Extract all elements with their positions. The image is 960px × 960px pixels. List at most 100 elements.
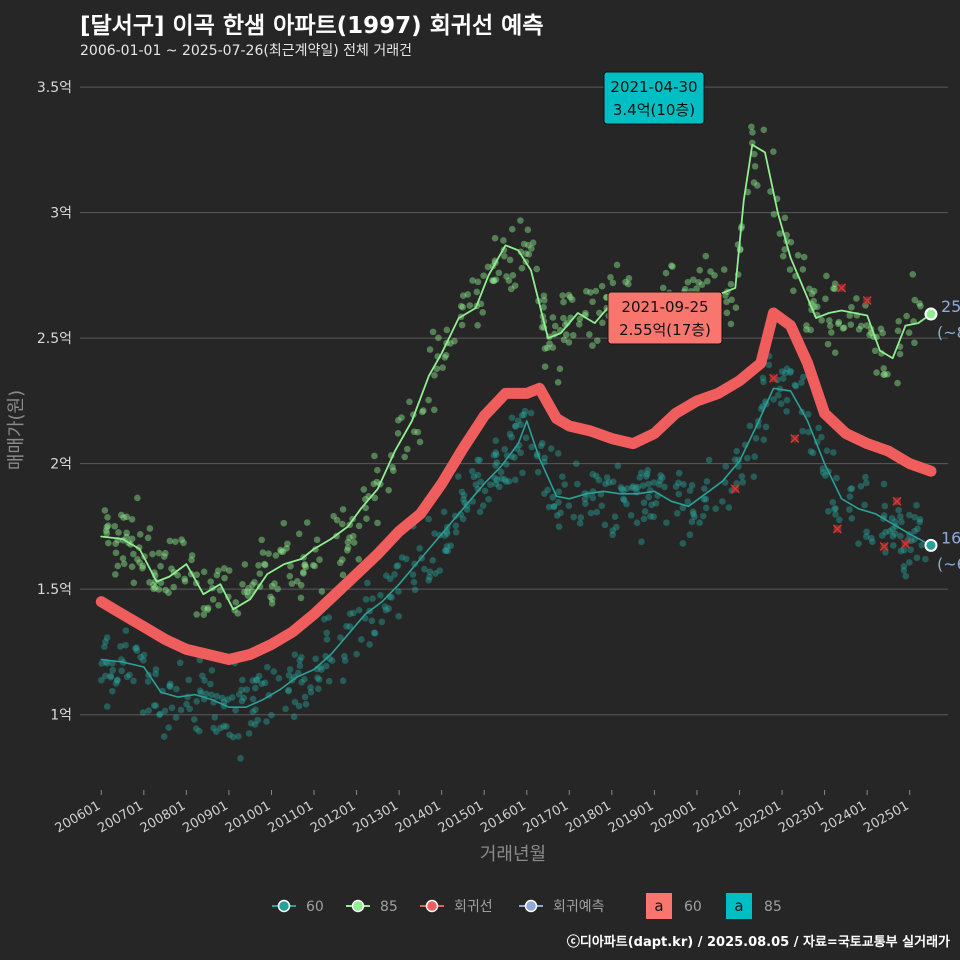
x-tick-label: 200901 — [180, 798, 230, 836]
scatter-point — [146, 578, 153, 586]
scatter-point — [551, 322, 559, 330]
scatter-point — [492, 449, 500, 456]
legend-fill-key — [726, 893, 752, 919]
scatter-point — [765, 361, 773, 369]
series-line-60 — [100, 387, 932, 708]
scatter-point — [307, 684, 314, 691]
scatter-point — [922, 555, 929, 563]
scatter-point — [662, 269, 670, 277]
scatter-point — [381, 603, 389, 610]
scatter-point — [540, 304, 547, 311]
scatter-point — [787, 367, 795, 375]
scatter-point — [457, 302, 465, 310]
scatter-point — [719, 498, 726, 505]
scatter-point — [493, 459, 501, 466]
x-tick-label: 201001 — [223, 798, 273, 836]
y-axis-title: 매매가(원) — [6, 390, 27, 470]
scatter-point — [323, 629, 330, 637]
scatter-point — [232, 706, 239, 714]
scatter-point — [130, 579, 138, 587]
scatter-point — [398, 554, 406, 561]
scatter-point — [592, 287, 600, 295]
scatter-point — [454, 473, 462, 480]
scatter-point — [555, 523, 563, 531]
scatter-point — [360, 486, 368, 493]
scatter-point — [210, 724, 217, 732]
scatter-point — [905, 329, 913, 337]
y-tick-label: 1.5억 — [37, 582, 72, 598]
scatter-point — [659, 284, 667, 292]
scatter-point — [271, 580, 278, 587]
scatter-point — [371, 630, 379, 637]
scatter-point — [286, 666, 294, 673]
scatter-point — [443, 543, 451, 550]
scatter-point — [314, 674, 321, 682]
x-tick-label: 200601 — [53, 798, 103, 836]
scatter-point — [753, 182, 761, 189]
scatter-point — [200, 604, 208, 612]
scatter-point — [195, 727, 203, 735]
scatter-point — [602, 480, 609, 488]
end-label-value: 25,960 — [941, 297, 960, 316]
scatter-point — [479, 502, 487, 509]
scatter-point — [165, 724, 173, 731]
scatter-point — [122, 641, 129, 649]
scatter-point — [318, 666, 325, 673]
scatter-point — [451, 337, 458, 345]
legend-label: 60 — [306, 899, 324, 915]
scatter-point — [598, 502, 606, 510]
scatter-point — [541, 454, 548, 462]
scatter-point — [107, 673, 115, 681]
scatter-point — [818, 433, 825, 441]
scatter-point — [493, 476, 501, 484]
scatter-point — [501, 446, 509, 453]
scatter-point — [587, 289, 594, 296]
scatter-point — [853, 295, 860, 302]
scatter-point — [517, 217, 524, 224]
scatter-point — [650, 479, 658, 486]
scatter-point — [550, 503, 558, 510]
scatter-point — [638, 469, 645, 477]
scatter-point — [896, 350, 904, 358]
scatter-point — [770, 210, 778, 218]
scatter-point — [723, 309, 731, 317]
scatter-point — [441, 354, 449, 361]
scatter-point — [294, 669, 302, 677]
scatter-point — [778, 368, 786, 375]
regression-cross — [790, 434, 800, 444]
scatter-point — [700, 495, 708, 503]
scatter-point — [508, 225, 516, 233]
scatter-point — [688, 482, 696, 489]
scatter-point — [395, 588, 402, 595]
scatter-point — [330, 512, 337, 520]
scatter-point — [180, 539, 187, 547]
scatter-point — [581, 495, 589, 503]
scatter-point — [594, 337, 601, 344]
scatter-point — [652, 499, 660, 507]
scatter-point — [103, 530, 111, 537]
scatter-point — [243, 686, 251, 693]
scatter-point — [165, 589, 172, 596]
scatter-point — [693, 285, 700, 292]
scatter-point — [911, 339, 918, 347]
scatter-point — [355, 556, 363, 563]
scatter-point — [739, 478, 747, 486]
scatter-point — [476, 508, 484, 516]
scatter-point — [840, 324, 848, 332]
scatter-point — [140, 651, 148, 659]
scatter-point — [699, 512, 707, 520]
scatter-point — [650, 513, 657, 521]
scatter-point — [521, 407, 529, 415]
scatter-point — [168, 565, 175, 572]
y-tick-label: 3억 — [50, 206, 72, 222]
scatter-point — [369, 595, 376, 602]
scatter-point — [707, 268, 714, 275]
scatter-point — [783, 396, 791, 404]
scatter-point — [541, 296, 548, 304]
scatter-point — [782, 369, 789, 377]
scatter-point — [444, 547, 452, 555]
scatter-point — [592, 472, 600, 480]
scatter-point — [261, 679, 269, 687]
scatter-point — [341, 657, 349, 664]
scatter-point — [880, 480, 888, 488]
